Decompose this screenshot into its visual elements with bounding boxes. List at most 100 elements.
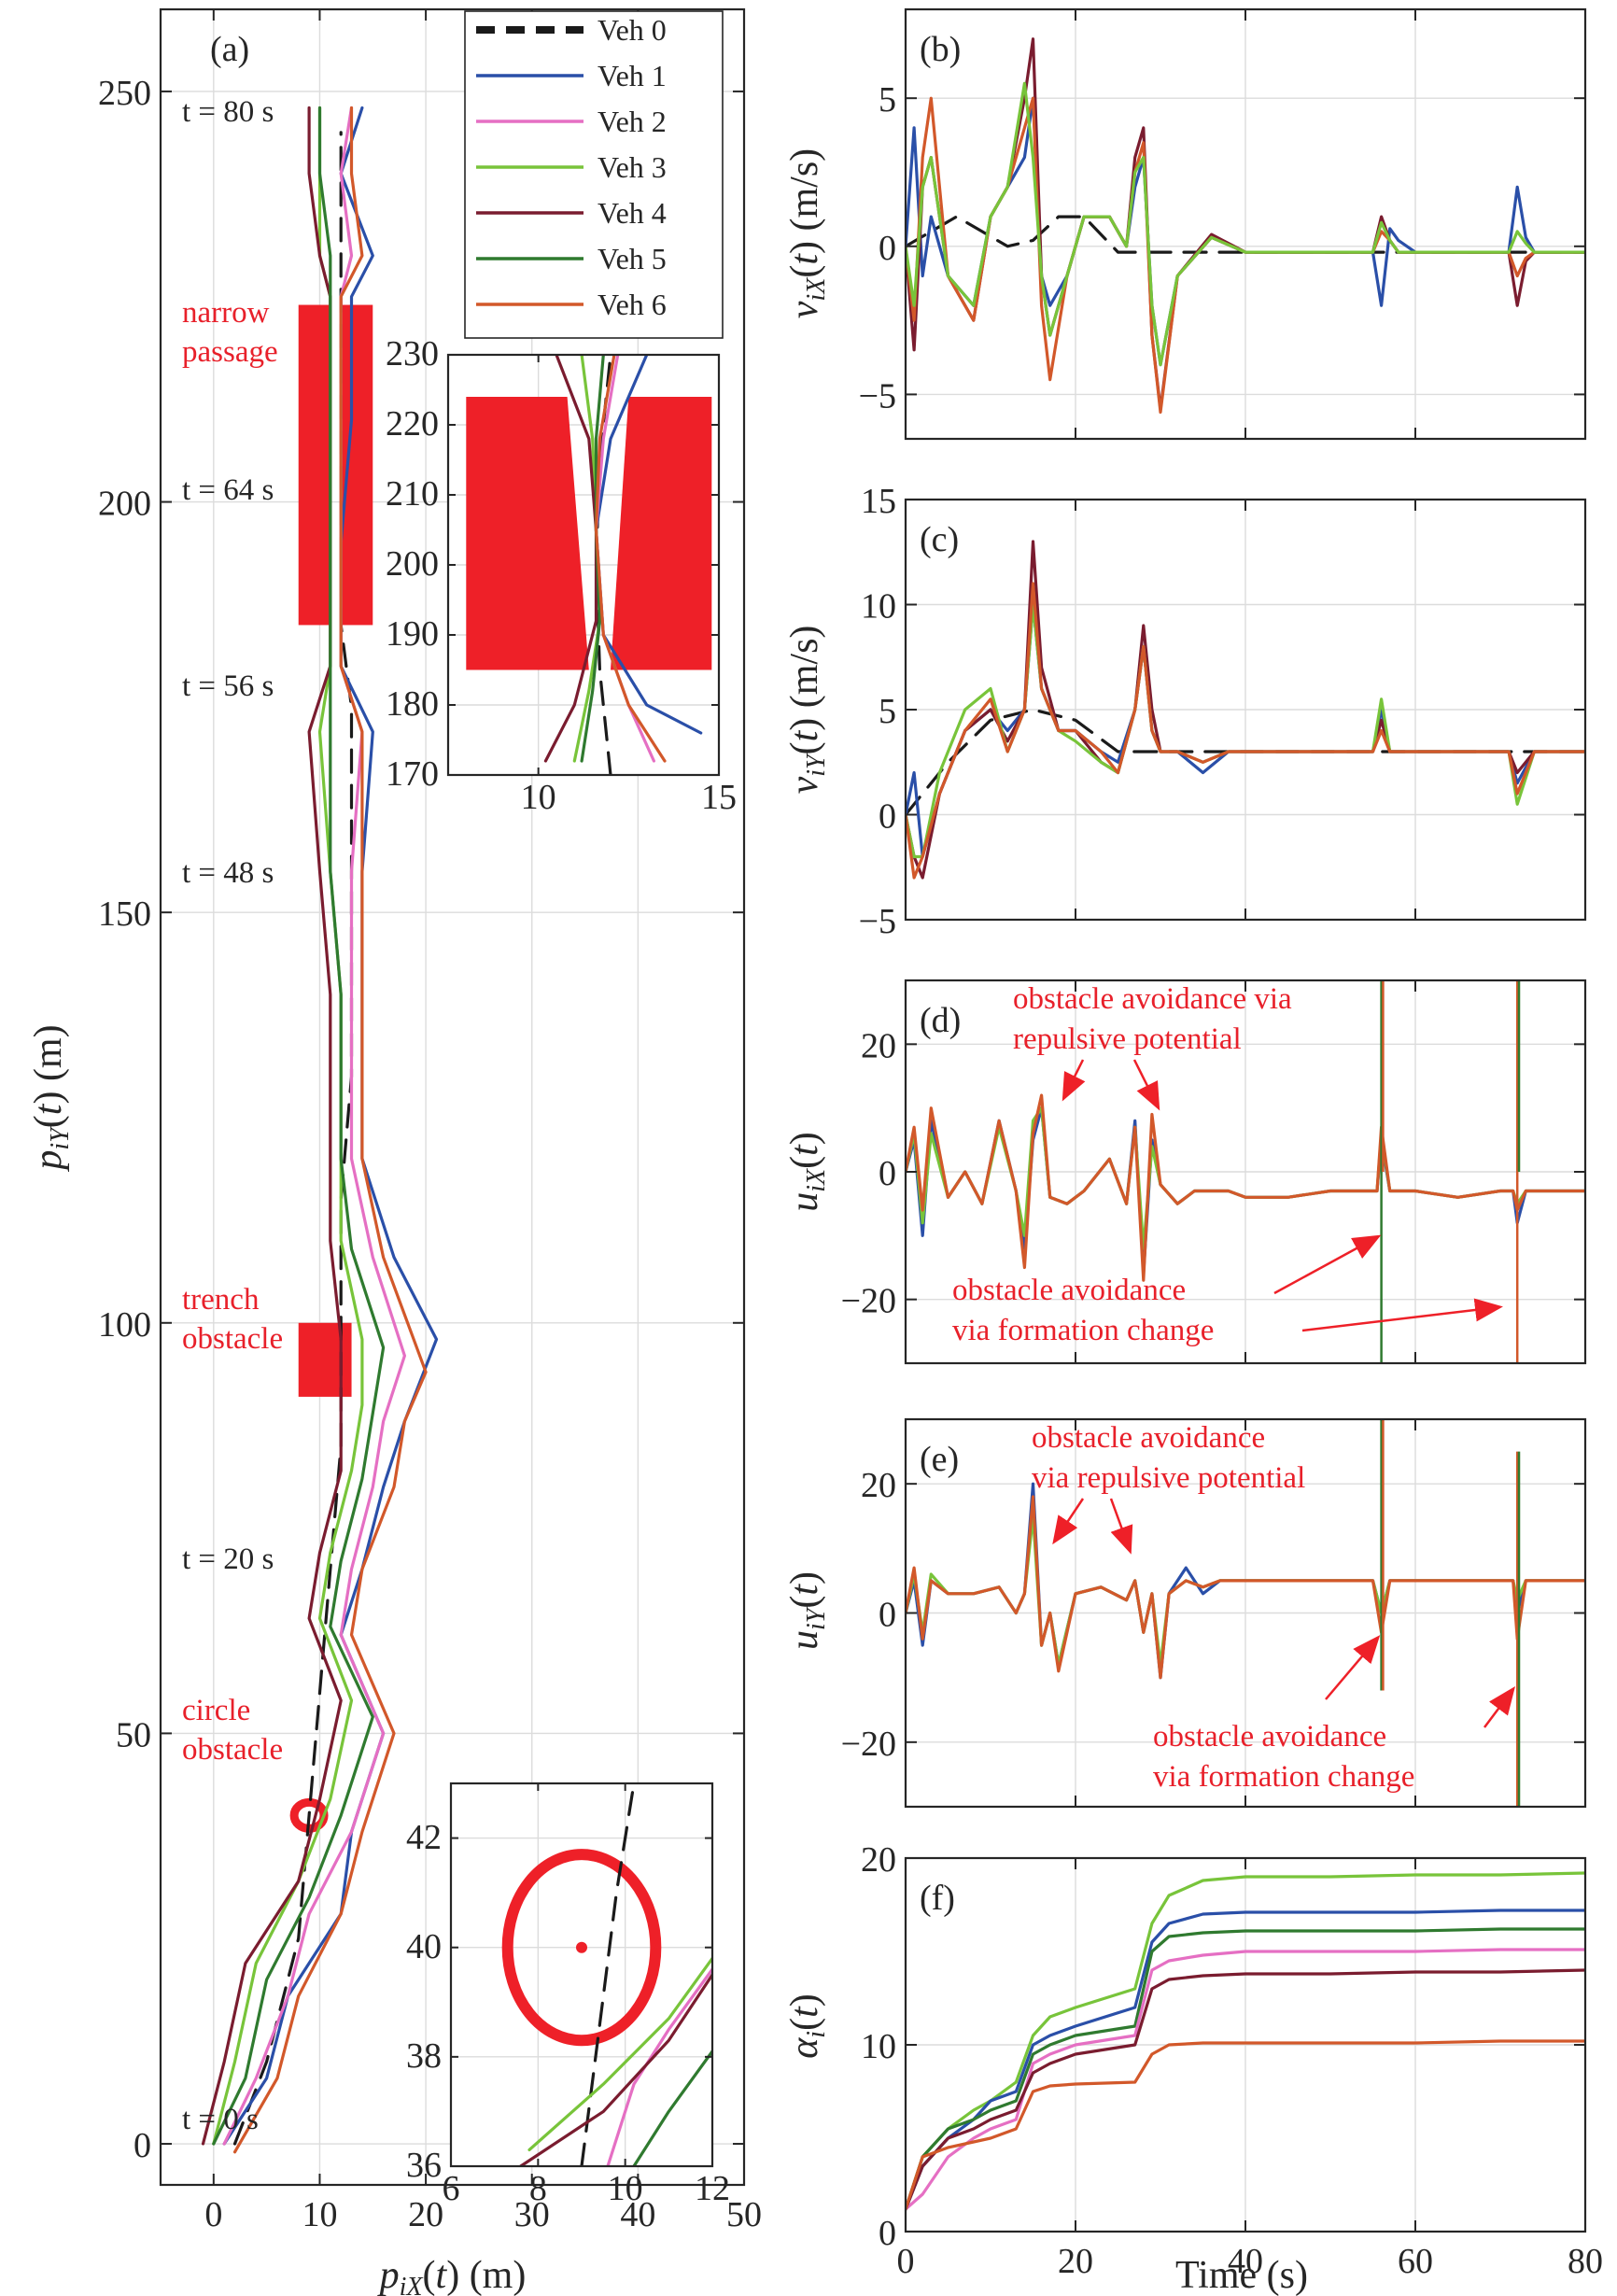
panel-a-series-veh-6 [232,106,428,2154]
panel-a-series-veh-0 [232,131,354,2146]
panel-c-tick-label-y: 0 [879,797,896,837]
legend-label-veh-0: Veh 0 [598,13,667,47]
legend-label-veh-5: Veh 5 [598,242,667,275]
time-label-0: t = 0 s [182,2103,259,2136]
inset-bottom-tick-label-y: 42 [406,1818,442,1857]
passage-left-block [298,304,330,626]
inset-top-tick-label-x: 15 [701,778,737,817]
annotation-trench-1: trench [182,1283,260,1317]
time-labels: t = 0 s t = 20 s t = 48 s t = 56 s t = 6… [182,95,274,2136]
panel-b-tick-label-y: 0 [879,229,896,268]
arrow-d-1 [1062,1059,1086,1102]
panel-a-frame [159,7,746,2187]
annotation-narrow-passage-1: narrow [182,296,270,330]
inset-top: 10 15 170 180 190 200 210 220 230 [386,334,737,817]
time-label-64: t = 64 s [182,473,274,507]
inset-bottom-series-veh-4 [519,1973,712,2166]
legend-label-veh-1: Veh 1 [598,59,667,92]
y-axis-label-e: uiY(t) [783,1571,831,1650]
inset-bottom-tick-label-x: 12 [695,2169,730,2208]
passage-right-block [341,304,373,626]
panel-c-tick-label-y: 15 [861,482,896,521]
legend: Veh 0 Veh 1 Veh 2 Veh 3 Veh 4 Veh 5 Veh 6 [464,10,724,339]
panel-d: −20 0 20 (d) [841,979,1587,1365]
time-label-80: t = 80 s [182,95,274,129]
annotation-narrow-passage-2: passage [182,335,278,369]
panel-c-tick-label-y: 10 [861,587,896,627]
annotation-circle-1: circle [182,1694,250,1727]
inset-bottom-tick-label-y: 40 [406,1927,442,1966]
panel-a-tick-label-x: 0 [204,2195,222,2234]
panel-e-tick-label-y: −20 [841,1725,896,1764]
inset-top-tick-label-y: 220 [386,404,439,444]
panel-b-tick-label-y: 5 [879,80,896,120]
time-label-56: t = 56 s [182,669,274,703]
panel-a-tick-label-y: 100 [98,1305,151,1345]
inset-passage-right [611,397,712,670]
panel-a-tick-label-y: 200 [98,485,151,524]
panel-f-tick-label-y: 10 [861,2027,896,2066]
panel-f-tick-label-y: 20 [861,1840,896,1880]
panel-f-series-veh-5 [906,1927,1585,2211]
inset-bottom-series-veh-3 [527,1956,712,2151]
panel-a-tick-label-x: 20 [408,2195,443,2234]
panel-b-label: (b) [920,30,961,69]
inset-passage-left [466,397,589,670]
panel-d-label: (d) [920,1001,961,1040]
arrow-e-2 [1109,1498,1133,1555]
x-axis-label-a: piX(t) (m) [377,2254,527,2296]
panel-a-tick-label-y: 50 [116,1715,151,1754]
panel-c-label: (c) [920,520,959,559]
arrow-e-4 [1483,1686,1515,1728]
annotation-trench-2: obstacle [182,1322,283,1356]
arrow-d-3 [1273,1234,1382,1295]
inset-bottom: 6 8 10 12 36 38 40 42 [406,1782,730,2208]
legend-label-veh-4: Veh 4 [598,196,667,230]
arrow-d-4 [1301,1298,1503,1332]
inset-top-tick-label-x: 10 [521,778,556,817]
arrow-d-2 [1132,1059,1160,1111]
panel-a-tick-label-x: 40 [620,2195,655,2234]
panel-a-series-veh-1 [222,106,439,2146]
panel-a-tick-label-x: 50 [726,2195,762,2234]
inset-bottom-bg [451,1783,712,2166]
legend-label-veh-2: Veh 2 [598,105,667,138]
panel-b-series-veh-3 [906,81,1585,367]
panel-a-tick-label-y: 150 [98,894,151,934]
arrow-e-3 [1325,1635,1381,1700]
panel-a-series-veh-5 [212,106,386,2146]
panel-f-label: (f) [920,1879,955,1918]
panel-f-tick-label-x: 0 [897,2242,915,2281]
x-axis-label-time: Time (s) [1175,2254,1308,2296]
panel-b: −5 0 5 (b) [859,7,1587,441]
panel-c-series-veh-6 [906,582,1585,880]
inset-bottom-series-veh-0 [580,1783,636,2166]
legend-label-veh-6: Veh 6 [598,288,667,321]
inset-top-tick-label-y: 180 [386,684,439,724]
inset-circle-center [576,1941,587,1953]
y-axis-label-b: viX(t) (m/s) [783,148,831,318]
annotation-d-formation-1: obstacle avoidance [952,1274,1186,1307]
panel-a-tick-label-x: 10 [302,2195,337,2234]
trench-obstacle [298,1322,352,1397]
panel-e-series-veh-6 [906,1495,1585,1680]
panel-a-label: (a) [210,30,249,69]
panel-a-tick-label-x: 30 [514,2195,550,2234]
y-axis-label-d: uiX(t) [783,1132,831,1212]
inset-bottom-series-veh-5 [632,2049,712,2166]
panel-a-tick-label-y: 0 [134,2126,151,2165]
panel-f-tick-label-y: 0 [879,2214,896,2253]
annotation-e-formation-1: obstacle avoidance [1153,1720,1386,1754]
panel-f: 0 20 40 60 80 0 10 20 (f) [861,1840,1603,2281]
panel-f-tick-label-x: 20 [1058,2242,1093,2281]
y-axis-label-a: piY(t) (m) [27,1024,75,1172]
panel-c: −5 0 5 10 15 (c) [859,482,1587,941]
panel-f-tick-label-x: 60 [1398,2242,1433,2281]
obstacles [289,304,373,1833]
annotation-e-repulsive-2: via repulsive potential [1032,1461,1305,1495]
panel-f-tick-label-x: 80 [1568,2242,1603,2281]
annotation-d-repulsive-2: repulsive potential [1013,1022,1242,1056]
inset-top-tick-label-y: 210 [386,474,439,514]
inset-top-tick-label-y: 200 [386,544,439,584]
